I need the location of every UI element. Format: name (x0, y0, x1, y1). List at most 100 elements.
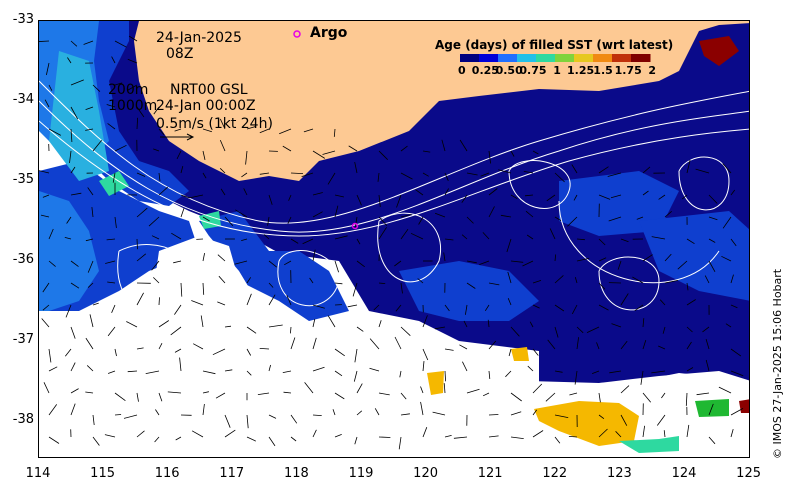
current-vector (246, 126, 256, 130)
current-vector (546, 194, 556, 202)
current-vector (417, 278, 424, 284)
current-vector (554, 370, 563, 373)
current-vector (246, 414, 249, 429)
current-vector (43, 382, 50, 394)
current-vector (334, 370, 343, 377)
current-vector (522, 260, 534, 267)
current-vector (526, 234, 534, 240)
current-vector (334, 282, 343, 285)
current-vector (441, 139, 446, 152)
current-vector (609, 370, 622, 374)
colorbar-tick-label: 0.75 (519, 64, 547, 77)
current-vector (334, 235, 348, 240)
current-vector (596, 342, 600, 350)
current-vector (89, 314, 94, 328)
current-vector (312, 429, 317, 438)
current-vector (620, 385, 630, 394)
current-vector (354, 162, 358, 174)
current-vector (505, 370, 512, 378)
current-vector (704, 275, 710, 284)
current-vector (246, 436, 256, 442)
sst-age025-region (559, 171, 679, 236)
current-vector (202, 172, 207, 179)
current-vector (510, 411, 522, 416)
current-vector (651, 370, 666, 374)
current-vector (218, 275, 226, 284)
current-vector (576, 238, 585, 241)
current-vector (259, 128, 270, 134)
current-vector (632, 276, 644, 284)
current-vector (114, 216, 117, 228)
current-vector (180, 194, 190, 199)
current-vector (39, 170, 50, 174)
current-vector (356, 194, 362, 206)
current-vector (85, 337, 94, 350)
sea-level-contour (678, 156, 730, 211)
product-label: NRT00 GSL (170, 82, 248, 98)
current-vector (410, 232, 424, 240)
current-vector (532, 383, 543, 394)
current-vector (620, 414, 628, 426)
current-vector (730, 238, 737, 247)
current-vector (312, 249, 316, 262)
current-vector (705, 338, 710, 350)
current-vector (290, 337, 296, 350)
current-vector (420, 401, 424, 416)
current-vector (598, 238, 606, 246)
current-vector (400, 413, 410, 416)
current-vector (377, 172, 380, 182)
current-vector (136, 392, 139, 402)
colorbar-segment (460, 54, 480, 62)
sea-level-contour (598, 256, 660, 311)
current-vector (488, 340, 497, 350)
current-vector (554, 304, 565, 312)
current-vector (642, 392, 652, 403)
current-vector (394, 260, 402, 267)
colorbar-segment (555, 54, 575, 62)
current-vector (663, 430, 666, 438)
current-vector (554, 414, 569, 418)
current-vector (656, 414, 666, 426)
current-vector (224, 414, 231, 428)
colorbar-tick-label: 2 (648, 64, 657, 77)
current-vector (617, 260, 622, 270)
sst-age05-region (39, 191, 99, 311)
current-vector (111, 304, 116, 313)
current-vector (245, 150, 248, 165)
current-vector (151, 235, 160, 240)
current-vector (301, 172, 314, 177)
current-vector (549, 228, 556, 240)
current-vector (173, 260, 182, 264)
current-vector (567, 216, 578, 227)
current-vector (40, 214, 50, 218)
current-vector (608, 216, 622, 222)
current-vector (642, 339, 647, 350)
current-vector (332, 409, 336, 416)
y-tick-label: -34 (12, 92, 34, 107)
current-vector (148, 216, 160, 227)
current-vector (224, 369, 233, 372)
current-vector (730, 274, 734, 284)
current-vector (202, 150, 206, 160)
current-vector (400, 145, 408, 152)
current-vector (304, 382, 314, 394)
current-vector (400, 214, 412, 218)
current-vector (374, 408, 380, 416)
current-vector (154, 436, 160, 443)
current-vector (554, 254, 557, 262)
current-vector (444, 238, 454, 241)
current-vector (241, 172, 248, 178)
current-vector (722, 216, 732, 229)
current-vector (309, 277, 314, 284)
x-tick-label: 116 (154, 466, 180, 481)
current-vector (158, 297, 160, 306)
current-vector (126, 321, 138, 328)
current-vector (642, 190, 649, 196)
current-vector (167, 391, 182, 394)
current-vector (219, 168, 226, 174)
current-vector (312, 304, 325, 309)
current-vector (136, 106, 145, 118)
current-vector (396, 194, 402, 208)
current-vector (241, 238, 248, 241)
current-vector (422, 348, 429, 361)
